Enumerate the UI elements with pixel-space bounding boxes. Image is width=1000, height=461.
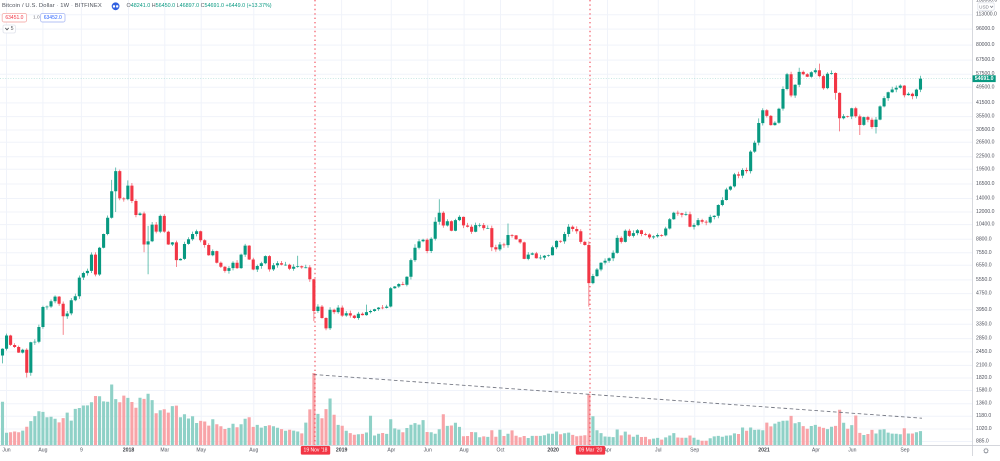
- svg-text:Apr: Apr: [812, 448, 820, 454]
- svg-text:3950.0: 3950.0: [976, 307, 992, 313]
- svg-text:1820.0: 1820.0: [976, 375, 992, 381]
- svg-text:3350.0: 3350.0: [976, 321, 992, 327]
- svg-text:63451.0: 63451.0: [5, 15, 23, 21]
- svg-text:Aug: Aug: [460, 448, 469, 454]
- svg-text:19 Nov ’18: 19 Nov ’18: [304, 448, 328, 454]
- svg-text:2021: 2021: [758, 448, 770, 454]
- svg-text:6550.0: 6550.0: [976, 262, 992, 268]
- svg-text:2018: 2018: [123, 448, 135, 454]
- svg-text:2450.0: 2450.0: [976, 349, 992, 355]
- svg-text:2020: 2020: [547, 448, 559, 454]
- svg-text:Bitcoin / U.S. Dollar · 1W · B: Bitcoin / U.S. Dollar · 1W · BITFINEX: [2, 3, 102, 9]
- svg-text:12000.0: 12000.0: [976, 209, 995, 215]
- svg-text:1580.0: 1580.0: [976, 388, 992, 394]
- svg-text:10400.0: 10400.0: [976, 222, 995, 228]
- svg-text:885.0: 885.0: [976, 439, 989, 445]
- svg-text:Oct: Oct: [497, 448, 506, 454]
- svg-text:1.0: 1.0: [33, 15, 40, 21]
- svg-text:8800.0: 8800.0: [976, 236, 992, 242]
- svg-text:Sep: Sep: [900, 448, 909, 454]
- svg-text:Jun: Jun: [2, 448, 10, 454]
- svg-text:1020.0: 1020.0: [976, 426, 992, 432]
- svg-text:35500.0: 35500.0: [976, 114, 995, 120]
- svg-text:1180.0: 1180.0: [976, 413, 991, 419]
- svg-text:Jun: Jun: [848, 448, 856, 454]
- svg-text:80000.0: 80000.0: [976, 42, 995, 48]
- svg-text:67500.0: 67500.0: [976, 57, 995, 63]
- svg-text:41500.0: 41500.0: [976, 100, 995, 106]
- svg-text:Mar: Mar: [160, 448, 169, 454]
- svg-text:14000.0: 14000.0: [976, 196, 995, 202]
- svg-text:30500.0: 30500.0: [976, 127, 995, 133]
- svg-text:54691.0: 54691.0: [975, 76, 994, 82]
- svg-text:Apr: Apr: [387, 448, 395, 454]
- svg-text:Aug: Aug: [38, 448, 47, 454]
- svg-text:26500.0: 26500.0: [976, 139, 995, 145]
- svg-text:May: May: [196, 448, 206, 454]
- svg-text:2019: 2019: [336, 448, 348, 454]
- svg-text:2850.0: 2850.0: [976, 336, 992, 342]
- svg-text:19500.0: 19500.0: [976, 166, 995, 172]
- svg-text:Sep: Sep: [690, 448, 699, 454]
- svg-text:22500.0: 22500.0: [976, 154, 995, 160]
- svg-text:4750.0: 4750.0: [976, 291, 992, 297]
- svg-text:7550.0: 7550.0: [976, 250, 992, 256]
- svg-text:Jun: Jun: [424, 448, 432, 454]
- svg-text:Aug: Aug: [249, 448, 258, 454]
- svg-text:5550.0: 5550.0: [976, 277, 992, 283]
- svg-text:96000.0: 96000.0: [976, 26, 995, 32]
- svg-text:1360.0: 1360.0: [976, 401, 992, 407]
- svg-text:2100.0: 2100.0: [976, 362, 992, 368]
- svg-text:16500.0: 16500.0: [976, 181, 995, 187]
- svg-text:USD: USD: [979, 4, 989, 9]
- svg-text:49500.0: 49500.0: [976, 84, 995, 90]
- svg-text:09 Mar ’20: 09 Mar ’20: [579, 448, 603, 454]
- svg-text:9: 9: [80, 448, 83, 454]
- svg-text:113000.0: 113000.0: [976, 12, 997, 18]
- svg-text:O48241.0 H56450.0 L46897.0 C54: O48241.0 H56450.0 L46897.0 C54691.0 +644…: [127, 3, 272, 9]
- svg-text:63452.0: 63452.0: [44, 15, 62, 21]
- svg-text:Jul: Jul: [655, 448, 662, 454]
- svg-text:5: 5: [11, 26, 14, 32]
